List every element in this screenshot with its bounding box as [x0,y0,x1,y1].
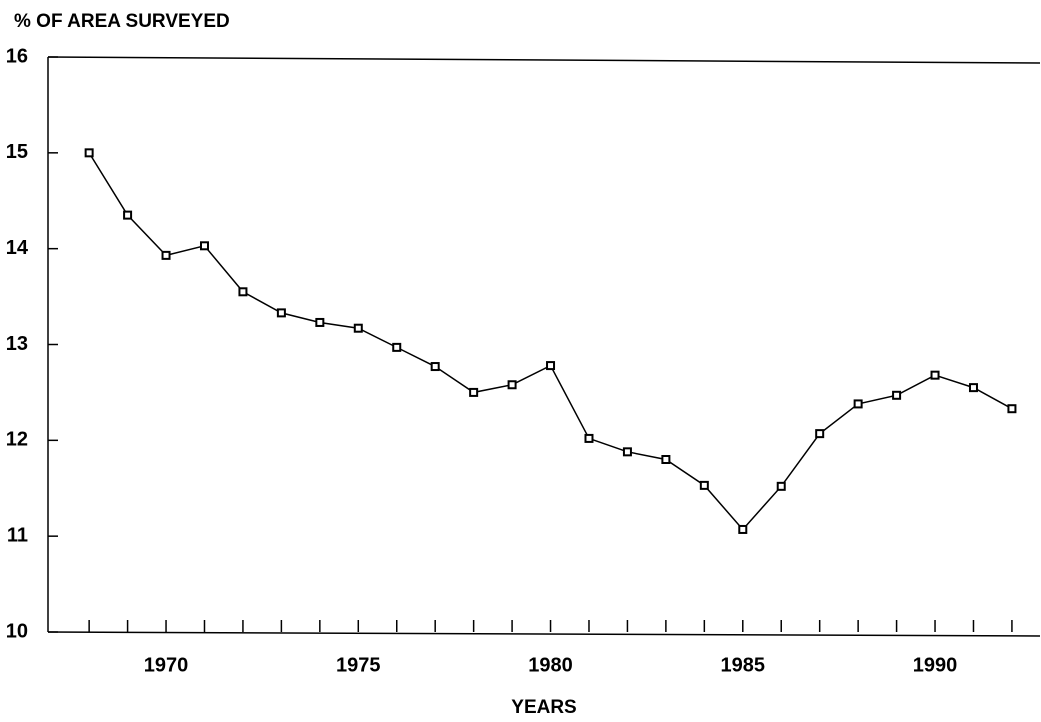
data-point [353,323,363,333]
y-tick-label: 15 [6,141,28,163]
x-tick-label: 1990 [913,654,958,676]
data-point [853,399,863,409]
data-point [930,370,940,380]
x-tick-label: 1985 [721,654,766,676]
data-point [315,317,325,327]
data-point [199,241,209,251]
data-point [892,390,902,400]
data-point [661,455,671,464]
data-point [1007,404,1017,414]
data-point [546,361,556,371]
x-axis [47,631,1041,637]
y-tick-label: 13 [6,333,28,355]
chart-title: % OF AREA SURVEYED [14,11,230,32]
data-point [968,383,978,393]
x-tick-label: 1970 [144,654,189,676]
data-point [238,287,248,297]
data-point [776,481,786,491]
x-axis-label: YEARS [511,697,576,718]
data-line [88,152,1013,531]
y-tick-label: 11 [7,524,28,546]
y-tick-label: 12 [6,429,28,451]
x-tick-label: 1980 [528,654,573,676]
data-point [469,387,479,397]
x-tick-label: 1975 [336,654,381,676]
data-point [699,480,709,490]
data-point [622,447,632,457]
data-point [815,429,825,439]
data-point [738,524,748,534]
data-point [161,250,171,260]
y-tick-label: 14 [6,237,29,259]
y-tick-label: 16 [6,45,28,67]
data-point [123,210,133,220]
data-point [430,362,440,372]
data-point [584,433,594,443]
y-tick-label: 10 [6,620,28,642]
data-point [84,148,94,158]
data-point [507,380,517,390]
data-point [276,308,286,318]
data-point [392,342,402,352]
plot-frame-top [47,56,1041,64]
